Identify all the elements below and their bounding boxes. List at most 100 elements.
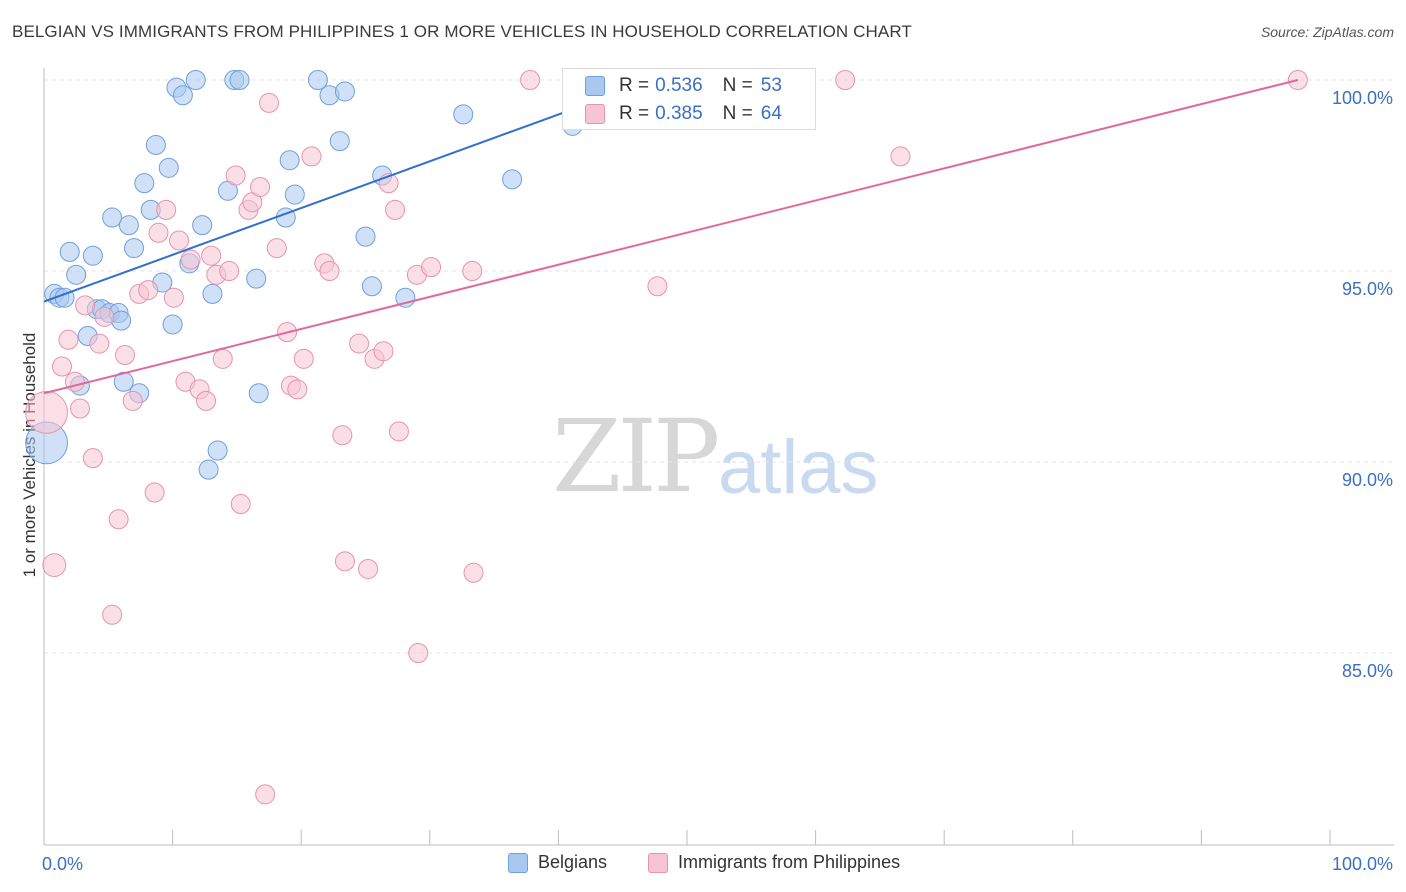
trendline-belgians	[43, 98, 602, 303]
point-philippines	[319, 261, 340, 281]
y-tick-label: 90.0%	[1342, 470, 1393, 490]
point-philippines	[201, 245, 222, 266]
point-belgians	[111, 310, 132, 331]
point-philippines	[115, 345, 136, 366]
n-label: N =	[722, 75, 753, 96]
point-philippines	[219, 261, 240, 281]
r-value: 0.385	[655, 103, 703, 124]
stats-row-philippines: R = 0.385 N = 64	[585, 102, 782, 126]
point-belgians	[59, 241, 80, 262]
point-belgians	[502, 169, 523, 190]
point-belgians	[113, 371, 134, 392]
stats-swatch-philippines	[585, 104, 605, 124]
point-belgians	[102, 207, 123, 228]
point-philippines	[388, 421, 409, 442]
point-philippines	[334, 551, 355, 572]
point-philippines	[287, 379, 308, 400]
legend-swatch-philippines	[648, 852, 668, 873]
watermark-zip: ZIP	[552, 398, 720, 515]
point-belgians	[145, 134, 166, 155]
point-philippines	[647, 276, 668, 297]
point-belgians	[307, 70, 328, 90]
point-philippines	[358, 558, 379, 579]
point-belgians	[134, 173, 155, 194]
point-belgians	[229, 70, 250, 90]
point-philippines	[196, 390, 217, 411]
point-philippines	[301, 146, 322, 167]
point-philippines	[250, 176, 271, 197]
point-philippines	[293, 348, 314, 369]
point-philippines	[835, 70, 856, 90]
point-philippines	[385, 199, 406, 220]
point-philippines	[70, 398, 91, 419]
chart-title: BELGIAN VS IMMIGRANTS FROM PHILIPPINES 1…	[12, 22, 912, 41]
point-philippines	[332, 425, 353, 446]
legend-item-philippines[interactable]: Immigrants from Philippines	[648, 852, 900, 873]
point-philippines	[408, 643, 429, 663]
point-belgians	[192, 215, 213, 236]
point-belgians	[82, 245, 103, 266]
point-philippines	[462, 261, 483, 281]
source-label: Source: ZipAtlas.com	[1260, 24, 1394, 40]
point-belgians	[248, 383, 269, 404]
point-philippines	[169, 230, 190, 251]
point-philippines	[144, 482, 165, 503]
point-belgians	[124, 238, 145, 259]
x-tick-label: 100.0%	[1332, 854, 1393, 874]
stats-box: R = 0.536 N = 53 R = 0.385 N = 64	[562, 68, 816, 130]
point-philippines	[75, 295, 96, 316]
point-belgians	[361, 276, 382, 297]
legend-item-belgians[interactable]: Belgians	[508, 852, 607, 873]
point-belgians	[118, 215, 139, 236]
x-tick-label: 0.0%	[42, 854, 83, 874]
trendline-philippines	[43, 79, 1299, 395]
legend-label-belgians: Belgians	[538, 852, 608, 872]
y-tick-label: 100.0%	[1332, 88, 1393, 108]
point-philippines	[180, 249, 201, 270]
point-philippines	[421, 257, 442, 278]
point-belgians	[453, 104, 474, 125]
point-philippines	[42, 553, 67, 578]
point-philippines	[58, 329, 79, 350]
point-philippines	[373, 341, 394, 362]
legend-swatch-belgians	[508, 852, 528, 873]
r-label: R =	[619, 103, 650, 124]
point-philippines	[349, 333, 370, 354]
point-belgians	[172, 85, 193, 106]
point-philippines	[890, 146, 911, 167]
point-philippines	[82, 448, 103, 469]
point-belgians	[279, 150, 300, 171]
n-label: N =	[722, 103, 753, 124]
point-belgians	[284, 184, 305, 205]
r-label: R =	[619, 75, 650, 96]
point-philippines	[108, 509, 129, 530]
watermark-atlas: atlas	[718, 425, 879, 510]
point-philippines	[266, 238, 287, 259]
point-philippines	[64, 371, 85, 392]
point-belgians	[355, 226, 376, 247]
stats-swatch-belgians	[585, 76, 605, 96]
point-philippines	[163, 287, 184, 308]
point-belgians	[158, 157, 179, 178]
point-philippines	[463, 562, 484, 583]
y-tick-label: 95.0%	[1342, 279, 1393, 299]
point-philippines	[94, 306, 115, 327]
point-belgians	[66, 264, 87, 285]
point-philippines	[148, 222, 169, 243]
legend: Belgians Immigrants from Philippines	[0, 850, 1406, 878]
point-philippines	[102, 604, 123, 625]
point-belgians	[198, 459, 219, 480]
point-philippines	[138, 280, 159, 301]
point-philippines	[212, 348, 233, 369]
point-belgians	[185, 70, 206, 90]
point-philippines	[255, 784, 276, 805]
point-belgians	[202, 283, 223, 304]
stats-row-belgians: R = 0.536 N = 53	[585, 74, 782, 98]
point-belgians	[162, 314, 183, 335]
point-belgians	[246, 268, 267, 289]
point-philippines	[156, 199, 177, 220]
legend-label-philippines: Immigrants from Philippines	[678, 852, 901, 872]
point-philippines	[230, 494, 251, 515]
point-belgians	[329, 131, 350, 152]
y-tick-label: 85.0%	[1342, 661, 1393, 681]
